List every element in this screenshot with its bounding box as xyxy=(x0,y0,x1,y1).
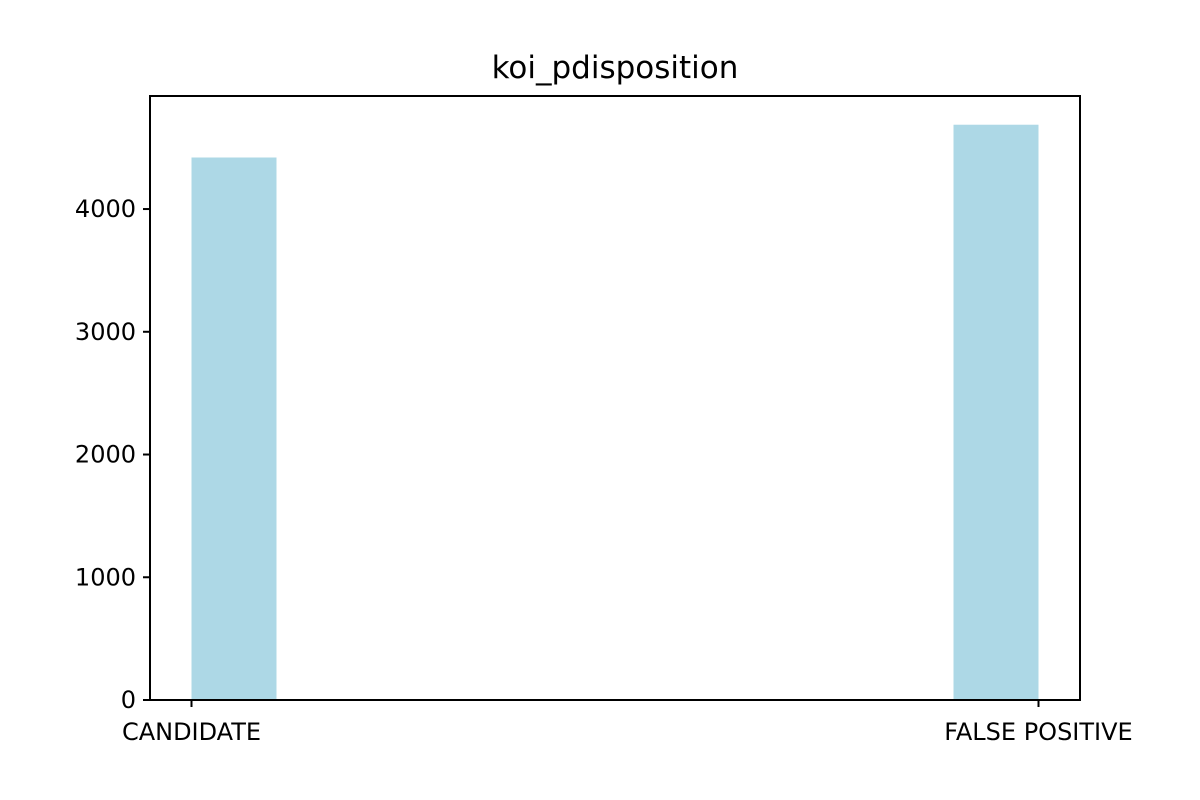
chart-title: koi_pdisposition xyxy=(492,50,739,86)
y-tick-label: 2000 xyxy=(75,441,136,469)
x-tick-label: CANDIDATE xyxy=(122,718,261,746)
y-tick-label: 4000 xyxy=(75,195,136,223)
plot-frame xyxy=(149,95,1081,701)
y-tick-label: 3000 xyxy=(75,318,136,346)
bars-group xyxy=(191,124,1039,701)
y-axis: 0 1000 2000 3000 4000 xyxy=(75,195,150,714)
x-axis: CANDIDATE FALSE POSITIVE xyxy=(122,700,1133,746)
y-tick-label: 0 xyxy=(121,686,136,714)
bar-candidate xyxy=(191,157,277,701)
bar-false-positive xyxy=(953,124,1039,700)
x-tick-label: FALSE POSITIVE xyxy=(944,718,1132,746)
y-tick-label: 1000 xyxy=(75,563,136,591)
